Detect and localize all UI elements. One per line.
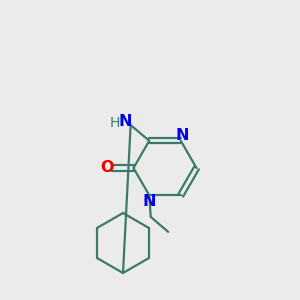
Text: N: N — [142, 194, 156, 209]
Text: H: H — [110, 116, 120, 130]
Text: O: O — [100, 160, 113, 175]
Text: N: N — [118, 114, 132, 129]
Text: N: N — [175, 128, 189, 143]
